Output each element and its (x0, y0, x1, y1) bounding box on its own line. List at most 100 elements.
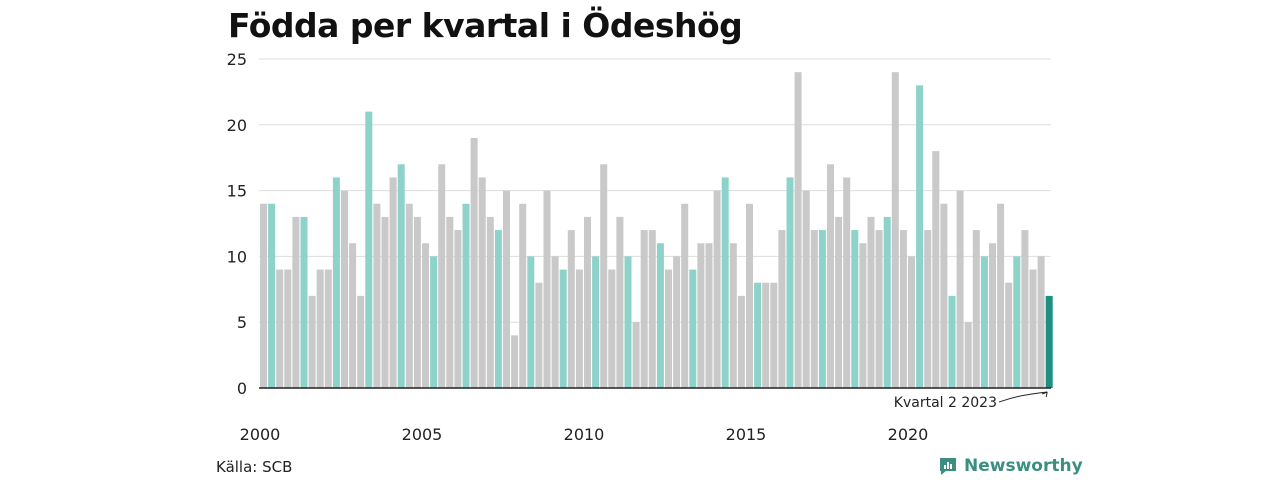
bar (446, 216, 454, 388)
bar (648, 230, 656, 388)
bar (859, 243, 867, 388)
bars (260, 72, 1053, 388)
brand-logo[interactable]: Newsworthy (938, 456, 1083, 476)
bar (665, 269, 672, 388)
bar (632, 322, 640, 388)
bar (616, 216, 624, 388)
bar (584, 216, 591, 388)
bar (462, 203, 470, 388)
bar (1013, 256, 1021, 388)
bar (867, 216, 875, 388)
y-tick-label: 0 (237, 379, 247, 398)
y-tick-label: 10 (227, 247, 247, 266)
bar (972, 230, 980, 388)
bar (916, 85, 924, 388)
bar (405, 203, 413, 388)
bar (389, 177, 397, 388)
y-tick-label: 25 (227, 50, 247, 69)
bar (430, 256, 438, 388)
bar (778, 230, 786, 388)
x-tick-label: 2010 (564, 425, 605, 444)
bar (559, 269, 567, 388)
bar (519, 203, 527, 388)
x-tick-label: 2000 (240, 425, 281, 444)
bar (575, 269, 583, 388)
bar (875, 230, 883, 388)
bar (341, 190, 348, 388)
bar (1037, 256, 1045, 388)
bar (891, 72, 899, 388)
brand-name: Newsworthy (964, 456, 1083, 476)
y-tick-label: 20 (227, 116, 247, 135)
source-label: Källa: SCB (216, 458, 293, 476)
bar (276, 269, 284, 388)
bar (851, 230, 859, 388)
bar (754, 282, 762, 388)
bar (332, 177, 340, 388)
bar (737, 295, 745, 388)
bar (600, 164, 608, 388)
bar (1005, 282, 1013, 388)
bar (527, 256, 535, 388)
bar (980, 256, 988, 388)
bar (357, 295, 365, 388)
bar (551, 256, 559, 388)
bar (697, 243, 705, 388)
bar (729, 243, 737, 388)
bar (640, 230, 648, 388)
bar (292, 216, 300, 388)
bar (454, 230, 462, 388)
bar (705, 243, 713, 388)
bar (989, 243, 996, 388)
bar (899, 230, 907, 388)
y-tick-label: 5 (237, 313, 247, 332)
bar (316, 269, 324, 388)
bar (535, 282, 543, 388)
bar (373, 203, 381, 388)
bar (656, 243, 664, 388)
bar (511, 335, 519, 388)
bar (592, 256, 600, 388)
bar (1021, 230, 1029, 388)
bar (843, 177, 851, 388)
bar (883, 216, 891, 388)
bar (260, 203, 267, 388)
bar (486, 216, 494, 388)
bar (624, 256, 632, 388)
bar (713, 190, 721, 388)
chart-title: Födda per kvartal i Ödeshög (228, 6, 743, 45)
bar (956, 190, 964, 388)
annotation: Kvartal 2 2023 (894, 391, 1048, 411)
bar (381, 216, 389, 388)
bar (478, 177, 486, 388)
bar (349, 243, 357, 388)
bar (721, 177, 729, 388)
bar (268, 203, 276, 388)
bar (413, 216, 421, 388)
y-axis: 0 5 10 15 20 25 (227, 50, 247, 398)
x-tick-label: 2005 (402, 425, 443, 444)
bar (422, 243, 429, 388)
bar (802, 190, 810, 388)
bar (794, 72, 802, 388)
bar (608, 269, 616, 388)
bar (810, 230, 818, 388)
bar (470, 137, 478, 388)
bar (284, 269, 292, 388)
bar (1045, 295, 1053, 388)
bar (689, 269, 697, 388)
bar (770, 282, 778, 388)
x-tick-label: 2015 (726, 425, 767, 444)
annotation-arrow (998, 391, 1048, 403)
bar (908, 256, 915, 388)
bar (567, 230, 575, 388)
bar (818, 230, 826, 388)
annotation-label: Kvartal 2 2023 (894, 395, 997, 411)
bar (397, 164, 405, 388)
bar (365, 111, 373, 388)
newsworthy-icon (940, 458, 956, 475)
bar (997, 203, 1005, 388)
bar (438, 164, 446, 388)
annotation-arrowhead (1042, 391, 1048, 398)
